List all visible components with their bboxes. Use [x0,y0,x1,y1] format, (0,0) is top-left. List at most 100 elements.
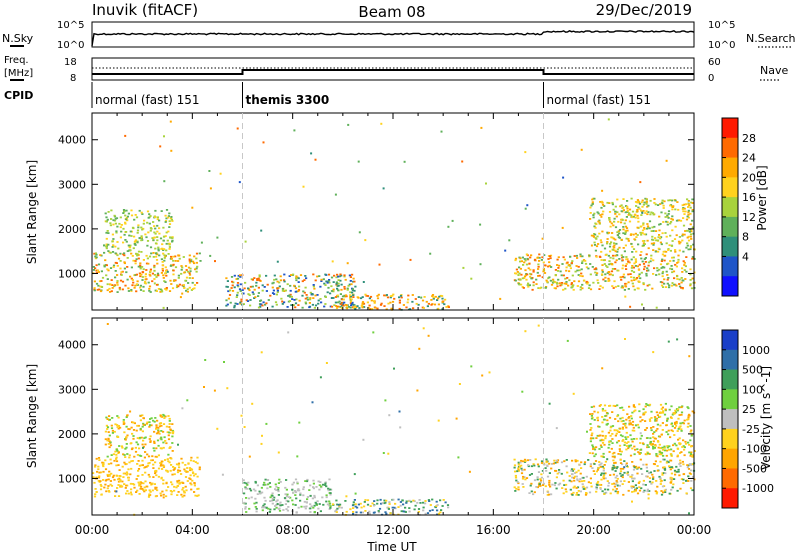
data-cell [193,287,196,290]
data-cell [544,467,547,469]
data-cell [584,262,588,265]
data-cell [98,280,102,283]
data-cell [106,455,109,458]
data-cell [92,472,95,474]
data-cell [658,273,661,276]
data-cell [602,456,605,458]
data-cell [608,263,611,266]
data-cell [162,446,165,449]
data-cell [142,489,145,491]
data-cell [316,294,319,296]
data-cell [668,492,671,495]
data-cell [131,279,134,281]
data-cell [161,243,164,246]
data-cell [274,505,277,507]
data-cell [686,466,689,469]
data-cell [273,496,276,499]
data-cell [587,267,590,270]
data-cell [110,424,113,427]
data-cell [136,463,139,465]
data-cell [680,428,683,431]
data-cell [518,465,521,468]
data-cell [388,414,391,417]
data-cell [155,426,158,428]
data-cell [272,289,275,292]
data-cell [165,209,169,211]
data-cell [595,446,598,449]
data-cell [619,205,622,208]
data-cell [377,510,380,512]
data-cell [405,500,408,503]
data-cell [337,275,340,278]
data-cell [109,441,112,444]
data-cell [110,454,113,456]
data-cell [309,297,312,299]
data-cell [405,502,408,504]
data-cell [631,474,634,476]
data-cell [227,297,230,300]
data-cell [621,476,624,479]
data-cell [521,256,524,259]
data-cell [226,387,229,390]
data-cell [359,502,362,505]
data-cell [677,240,681,243]
data-cell [593,268,596,271]
data-cell [116,291,119,293]
data-cell [170,283,173,285]
data-cell [132,429,136,431]
data-cell [279,501,282,504]
data-cell [226,280,229,282]
data-cell [142,422,145,425]
data-cell [615,254,618,256]
data-cell [594,271,597,274]
data-cell [259,306,262,308]
data-cell [687,203,690,206]
data-cell [171,450,174,452]
data-cell [425,300,428,303]
data-cell [548,472,551,474]
data-cell [646,470,649,473]
data-cell [159,462,162,464]
data-cell [122,423,125,425]
data-cell [641,442,645,445]
data-cell [122,476,125,478]
data-cell [613,485,616,488]
data-cell [104,430,107,433]
data-cell [671,229,674,232]
data-cell [168,417,171,420]
data-cell [139,267,142,270]
data-cell [604,409,607,412]
data-cell [606,241,609,243]
data-cell [659,241,662,244]
data-cell [601,442,605,444]
data-cell [108,473,111,476]
data-cell [125,425,128,428]
freq-tick-bottom: 8 [70,73,76,84]
data-cell [154,216,157,218]
data-cell [588,491,592,494]
data-cell [298,489,301,492]
data-cell [665,270,668,273]
power-panel-bg [92,113,694,310]
data-cell [267,507,270,510]
data-cell [624,282,627,285]
data-cell [447,306,450,308]
data-cell [530,277,533,280]
data-cell [616,441,619,444]
data-cell [623,250,626,253]
data-cell [384,399,387,402]
data-cell [615,429,618,432]
data-cell [686,242,689,245]
data-cell [132,437,135,440]
data-cell [130,277,133,280]
data-cell [286,306,289,308]
data-cell [618,232,621,235]
data-cell [607,118,610,121]
data-cell [446,504,450,506]
data-cell [683,269,686,271]
data-cell [573,472,577,474]
data-cell [598,232,601,235]
data-cell [675,284,678,287]
data-cell [548,481,551,484]
data-cell [641,260,644,263]
